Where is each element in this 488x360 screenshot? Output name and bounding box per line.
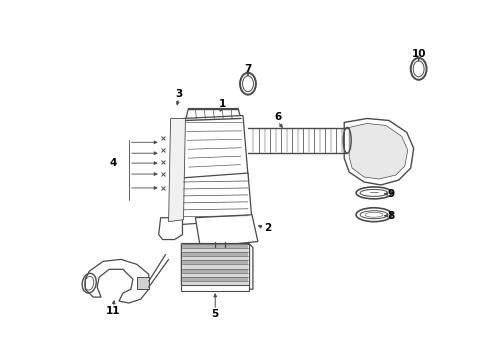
Polygon shape bbox=[195, 215, 257, 247]
Polygon shape bbox=[348, 123, 407, 179]
Polygon shape bbox=[180, 116, 247, 180]
Polygon shape bbox=[168, 118, 185, 222]
Bar bbox=[182, 248, 247, 252]
Text: 9: 9 bbox=[386, 189, 394, 199]
Text: 6: 6 bbox=[274, 112, 281, 122]
Bar bbox=[181, 243, 248, 285]
Polygon shape bbox=[178, 173, 251, 225]
Polygon shape bbox=[85, 260, 148, 303]
Text: 8: 8 bbox=[386, 211, 394, 221]
Bar bbox=[182, 252, 247, 256]
Polygon shape bbox=[158, 218, 182, 239]
Text: 5: 5 bbox=[211, 309, 219, 319]
Polygon shape bbox=[185, 109, 241, 121]
Text: 11: 11 bbox=[105, 306, 120, 316]
Text: 2: 2 bbox=[264, 222, 271, 233]
Bar bbox=[182, 277, 247, 281]
Bar bbox=[182, 260, 247, 264]
Polygon shape bbox=[181, 243, 252, 289]
Bar bbox=[182, 256, 247, 260]
Polygon shape bbox=[181, 285, 248, 291]
Polygon shape bbox=[344, 118, 413, 185]
Text: 10: 10 bbox=[410, 49, 425, 59]
Bar bbox=[182, 273, 247, 277]
Bar bbox=[182, 243, 247, 248]
Bar bbox=[182, 264, 247, 269]
Bar bbox=[182, 281, 247, 285]
Text: 3: 3 bbox=[175, 89, 182, 99]
Bar bbox=[182, 269, 247, 273]
Text: 1: 1 bbox=[218, 99, 225, 109]
Text: 7: 7 bbox=[244, 64, 251, 74]
Text: 4: 4 bbox=[109, 158, 117, 168]
Polygon shape bbox=[137, 277, 148, 289]
